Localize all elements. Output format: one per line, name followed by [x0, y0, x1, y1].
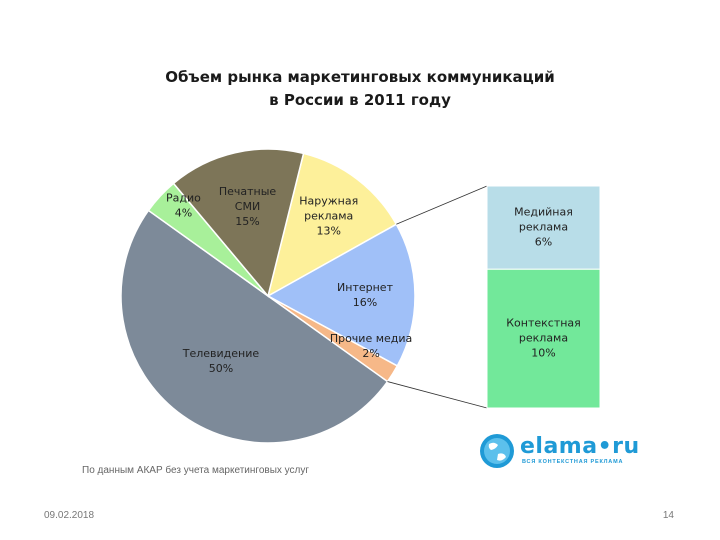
pie-label-печатные-сми: Печатные [219, 185, 277, 198]
footer-date: 09.02.2018 [44, 510, 95, 521]
pie-label-телевидение: Телевидение [182, 347, 260, 360]
breakdown-label-медийная-реклама: реклама [519, 221, 568, 234]
chart-title-line-1: Объем рынка маркетинговых коммуникаций [165, 68, 555, 86]
connector-line-bottom [387, 381, 488, 409]
logo-text: elama•ru [520, 434, 640, 459]
breakdown-label-контекстная-реклама: Контекстная [506, 317, 581, 330]
pie-value-прочие-медиа: 2% [362, 347, 379, 360]
pie-value-наружная-реклама: 13% [316, 225, 340, 238]
pie-value-интернет: 16% [353, 296, 377, 309]
breakdown-segment-медийная-реклама [486, 185, 601, 270]
pie-slice-печатные-сми [172, 148, 305, 298]
pie-label-наружная-реклама: Наружная [299, 195, 358, 208]
globe-icon [480, 434, 514, 468]
pie-label-печатные-сми: СМИ [235, 200, 260, 213]
pie-slice-интернет [266, 223, 416, 367]
breakdown-connectors [387, 185, 488, 409]
pie-label-наружная-реклама: реклама [304, 210, 353, 223]
breakdown-label-медийная-реклама: Медийная [514, 206, 573, 219]
breakdown-bar: Медийная реклама 6% Контекстная реклама 10% [486, 185, 601, 409]
pie-value-печатные-сми: 15% [235, 215, 259, 228]
chart-title-line-2: в России в 2011 году [269, 91, 451, 109]
breakdown-segment-контекстная-реклама [486, 268, 601, 409]
pie-label-интернет: Интернет [337, 281, 394, 294]
source-note: По данным АКАР без учета маркетинговых у… [82, 465, 310, 476]
chart-title: Объем рынка маркетинговых коммуникаций в… [0, 66, 720, 112]
page-number: 14 [662, 510, 674, 521]
connector-line-top [396, 185, 488, 225]
pie-slices [120, 148, 416, 444]
pie-value-радио: 4% [175, 206, 192, 219]
elama-logo[interactable]: elama•ru ВСЯ КОНТЕКСТНАЯ РЕКЛАМА [476, 432, 639, 472]
pie-slice-наружная-реклама [266, 152, 398, 298]
pie-slice-телевидение [120, 209, 389, 444]
breakdown-value-контекстная-реклама: 10% [531, 347, 555, 360]
pie-label-прочие-медиа: Прочие медиа [330, 332, 412, 345]
logo-tagline: ВСЯ КОНТЕКСТНАЯ РЕКЛАМА [522, 459, 624, 465]
breakdown-value-медийная-реклама: 6% [535, 236, 552, 249]
pie-value-телевидение: 50% [209, 362, 233, 375]
pie-labels: Наружная реклама 13% Интернет 16% Прочие меди… [166, 185, 412, 375]
breakdown-label-контекстная-реклама: реклама [519, 332, 568, 345]
pie-label-радио: Радио [166, 191, 201, 204]
